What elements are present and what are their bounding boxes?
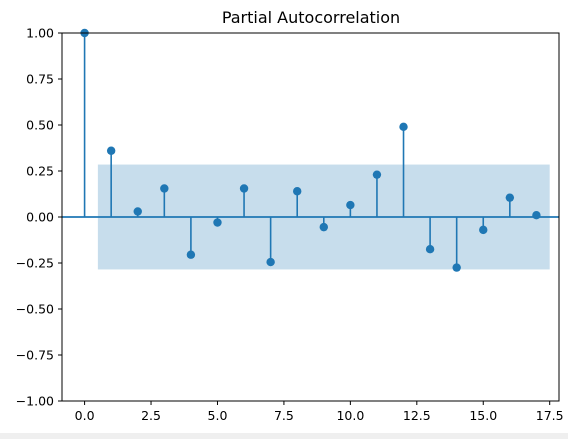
- stem-marker: [505, 193, 515, 202]
- x-tick-label: 12.5: [403, 408, 431, 423]
- stem-marker: [532, 210, 541, 220]
- stem-marker: [399, 122, 408, 132]
- x-tick-label: 10.0: [336, 408, 364, 423]
- y-tick-label: 0.75: [26, 72, 54, 87]
- stem-marker: [479, 225, 488, 235]
- y-tick-label: 0.25: [26, 164, 54, 179]
- stem-marker: [266, 257, 275, 267]
- x-tick-label: 0.0: [75, 408, 95, 423]
- y-tick-label: −0.25: [16, 256, 54, 271]
- stem-marker: [160, 184, 169, 193]
- chart-title: Partial Autocorrelation: [222, 8, 400, 27]
- x-tick-label: 17.5: [536, 408, 564, 423]
- stem-marker: [293, 187, 302, 196]
- y-tick-label: −0.75: [16, 348, 54, 363]
- y-tick-label: −1.00: [16, 394, 54, 409]
- stem-marker: [346, 200, 355, 210]
- stem-marker: [452, 263, 461, 272]
- x-tick-label: 7.5: [274, 408, 294, 423]
- stem-marker: [425, 245, 435, 254]
- stem-marker: [319, 222, 328, 232]
- stem-marker: [106, 146, 116, 155]
- x-tick-label: 15.0: [469, 408, 497, 423]
- y-tick-label: −0.50: [16, 302, 54, 317]
- y-axis-ticks: 1.00 0.75 0.50 0.25 0.00 −0.25 −0.50 −0.75 −1.00: [16, 26, 62, 409]
- bottom-strip: [0, 433, 568, 439]
- y-tick-label: 0.00: [26, 210, 54, 225]
- x-tick-label: 5.0: [208, 408, 228, 423]
- y-tick-label: 0.50: [26, 118, 54, 133]
- stem-marker: [213, 218, 222, 227]
- x-axis-ticks: 0.0 2.5 5.0 7.5 10.0 12.5 15.0 17.5: [75, 401, 564, 423]
- y-tick-label: 1.00: [26, 26, 54, 41]
- stem-marker: [372, 170, 382, 179]
- stem-marker: [133, 207, 142, 216]
- stem-marker: [239, 184, 249, 193]
- stem-marker: [186, 250, 196, 259]
- x-tick-label: 2.5: [141, 408, 161, 423]
